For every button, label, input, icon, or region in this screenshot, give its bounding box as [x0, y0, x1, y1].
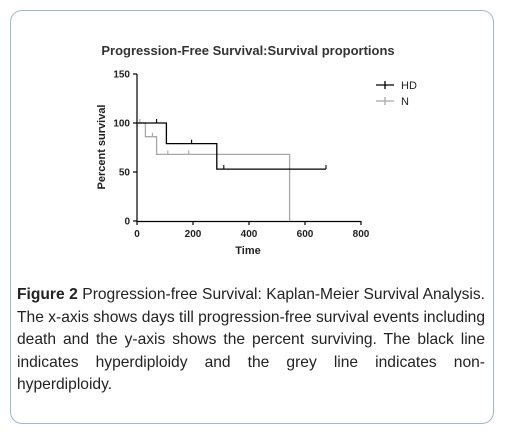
series-line-hd	[137, 122, 326, 170]
y-tick-label: 100	[113, 119, 130, 130]
x-tick-label: 800	[353, 229, 370, 240]
x-tick-label: 200	[185, 229, 202, 240]
x-tick-label: 0	[134, 229, 140, 240]
y-tick-label: 0	[124, 217, 130, 228]
x-axis-label: Time	[235, 245, 260, 257]
chart-title: Progression-Free Survival:Survival propo…	[101, 43, 394, 58]
caption-text: Progression-free Survival: Kaplan-Meier …	[17, 286, 486, 393]
figure-card	[10, 10, 494, 424]
series-line-n	[137, 122, 291, 221]
y-axis-label: Percent survival	[96, 105, 108, 190]
x-tick-label: 600	[297, 229, 314, 240]
chart-axes: 0 50 100 150 0 200 400 600 800	[113, 70, 369, 241]
caption-label: Figure 2	[17, 286, 78, 303]
x-tick-label: 400	[241, 229, 258, 240]
y-tick-label: 150	[113, 70, 130, 81]
km-chart: Progression-Free Survival:Survival propo…	[96, 43, 417, 257]
y-tick-label: 50	[119, 168, 131, 179]
figure-caption: Figure 2 Progression-free Survival: Kapl…	[17, 284, 485, 397]
chart-series-group	[137, 119, 327, 221]
chart-legend: HD N	[376, 80, 417, 108]
legend-label-n: N	[401, 96, 409, 108]
legend-label-hd: HD	[401, 80, 417, 92]
